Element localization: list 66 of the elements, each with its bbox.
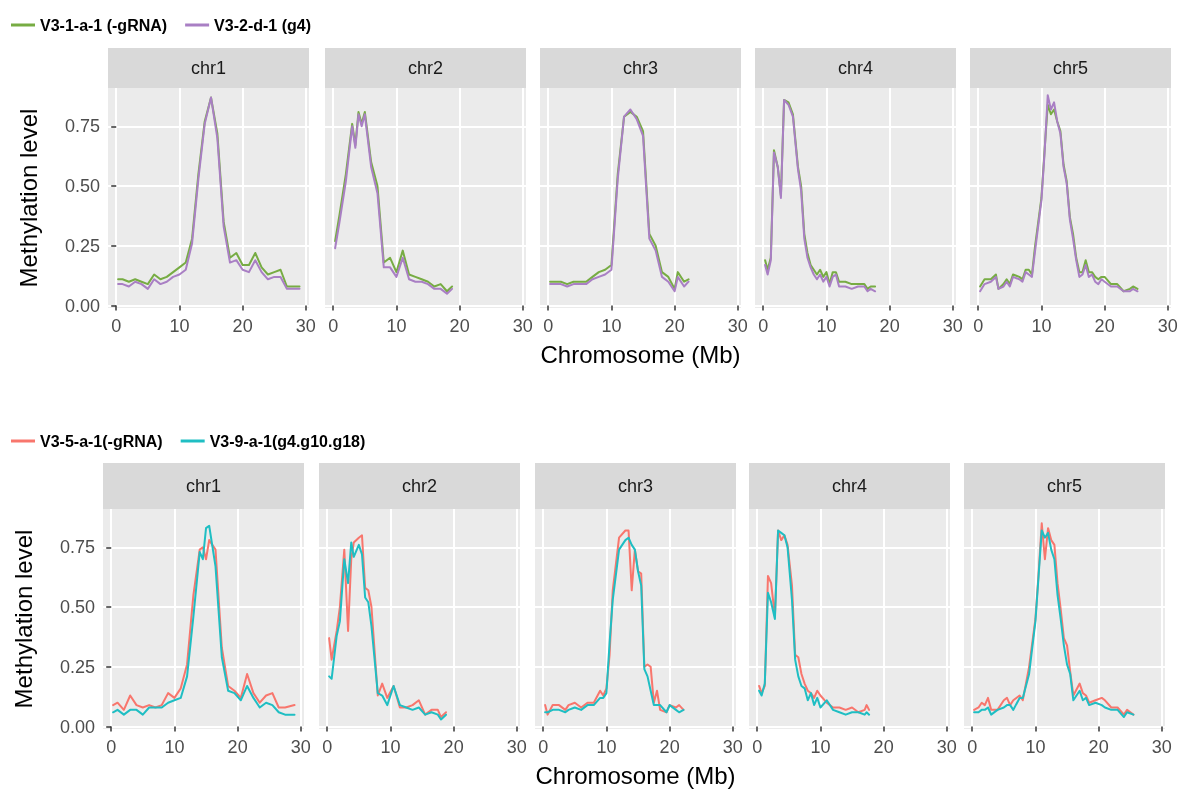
legend-label: V3-1-a-1 (-gRNA) xyxy=(40,16,168,34)
chart-title: chr2 xyxy=(401,476,438,496)
chart-title: chr3 xyxy=(622,58,659,78)
x-tick-label: 10 xyxy=(380,737,401,757)
x-tick-label: 0 xyxy=(538,737,549,757)
x-tick-label: 10 xyxy=(596,737,617,757)
x-tick-label: 10 xyxy=(816,316,837,336)
x-tick-label: 0 xyxy=(967,737,978,757)
y-tick-label: 0.25 xyxy=(59,656,95,677)
x-tick-label: 20 xyxy=(227,737,248,757)
x-tick-label: 30 xyxy=(1157,316,1178,336)
legend-label: V3-9-a-1(g4.g10.g18) xyxy=(209,432,366,450)
y-tick-label: 0.00 xyxy=(59,716,95,737)
x-tick-label: 0 xyxy=(758,316,769,336)
x-tick-label: 20 xyxy=(1094,316,1115,336)
y-tick-label: 0.25 xyxy=(64,235,100,256)
x-tick-label: 30 xyxy=(506,737,527,757)
chart-title: chr4 xyxy=(837,58,874,78)
x-tick-label: 0 xyxy=(973,316,984,336)
chart-title: chr1 xyxy=(185,476,222,496)
x-tick-label: 20 xyxy=(1088,737,1109,757)
y-axis-title: Methylation level xyxy=(14,108,42,288)
x-tick-label: 20 xyxy=(879,316,900,336)
y-tick-label: 0.75 xyxy=(64,116,100,137)
y-tick-label: 0.00 xyxy=(64,295,100,316)
y-tick-label: 0.50 xyxy=(59,597,95,618)
x-tick-label: 30 xyxy=(295,316,316,336)
x-tick-label: 30 xyxy=(290,737,311,757)
chart-title: chr2 xyxy=(407,58,444,78)
x-tick-label: 0 xyxy=(322,737,333,757)
chart-title: chr5 xyxy=(1052,58,1089,78)
x-tick-label: 30 xyxy=(942,316,963,336)
x-tick-label: 20 xyxy=(659,737,680,757)
x-tick-label: 10 xyxy=(386,316,407,336)
x-tick-label: 0 xyxy=(752,737,763,757)
x-tick-label: 10 xyxy=(169,316,190,336)
y-tick-label: 0.75 xyxy=(59,537,95,558)
x-tick-label: 10 xyxy=(1031,316,1052,336)
x-tick-label: 30 xyxy=(936,737,957,757)
x-tick-label: 30 xyxy=(727,316,748,336)
x-tick-label: 10 xyxy=(1025,737,1046,757)
chart-title: chr4 xyxy=(831,476,868,496)
x-tick-label: 30 xyxy=(512,316,533,336)
x-tick-label: 20 xyxy=(443,737,464,757)
chart-title: chr1 xyxy=(190,58,227,78)
x-tick-label: 20 xyxy=(664,316,685,336)
x-tick-label: 20 xyxy=(449,316,470,336)
x-tick-label: 0 xyxy=(111,316,122,336)
x-tick-label: 10 xyxy=(810,737,831,757)
x-tick-label: 0 xyxy=(328,316,339,336)
legend-label: V3-2-d-1 (g4) xyxy=(214,16,312,34)
legend-label: V3-5-a-1(-gRNA) xyxy=(40,432,163,450)
x-axis-title: Chromosome (Mb) xyxy=(540,340,741,368)
y-tick-label: 0.50 xyxy=(64,176,100,197)
x-tick-label: 0 xyxy=(543,316,554,336)
chart-title: chr5 xyxy=(1046,476,1083,496)
x-tick-label: 0 xyxy=(106,737,117,757)
x-tick-label: 20 xyxy=(232,316,253,336)
chart-title: chr3 xyxy=(617,476,654,496)
x-axis-title: Chromosome (Mb) xyxy=(535,761,736,789)
x-tick-label: 30 xyxy=(722,737,743,757)
x-tick-label: 30 xyxy=(1151,737,1172,757)
x-tick-label: 10 xyxy=(164,737,185,757)
x-tick-label: 10 xyxy=(601,316,622,336)
x-tick-label: 20 xyxy=(873,737,894,757)
y-axis-title: Methylation level xyxy=(9,529,37,709)
